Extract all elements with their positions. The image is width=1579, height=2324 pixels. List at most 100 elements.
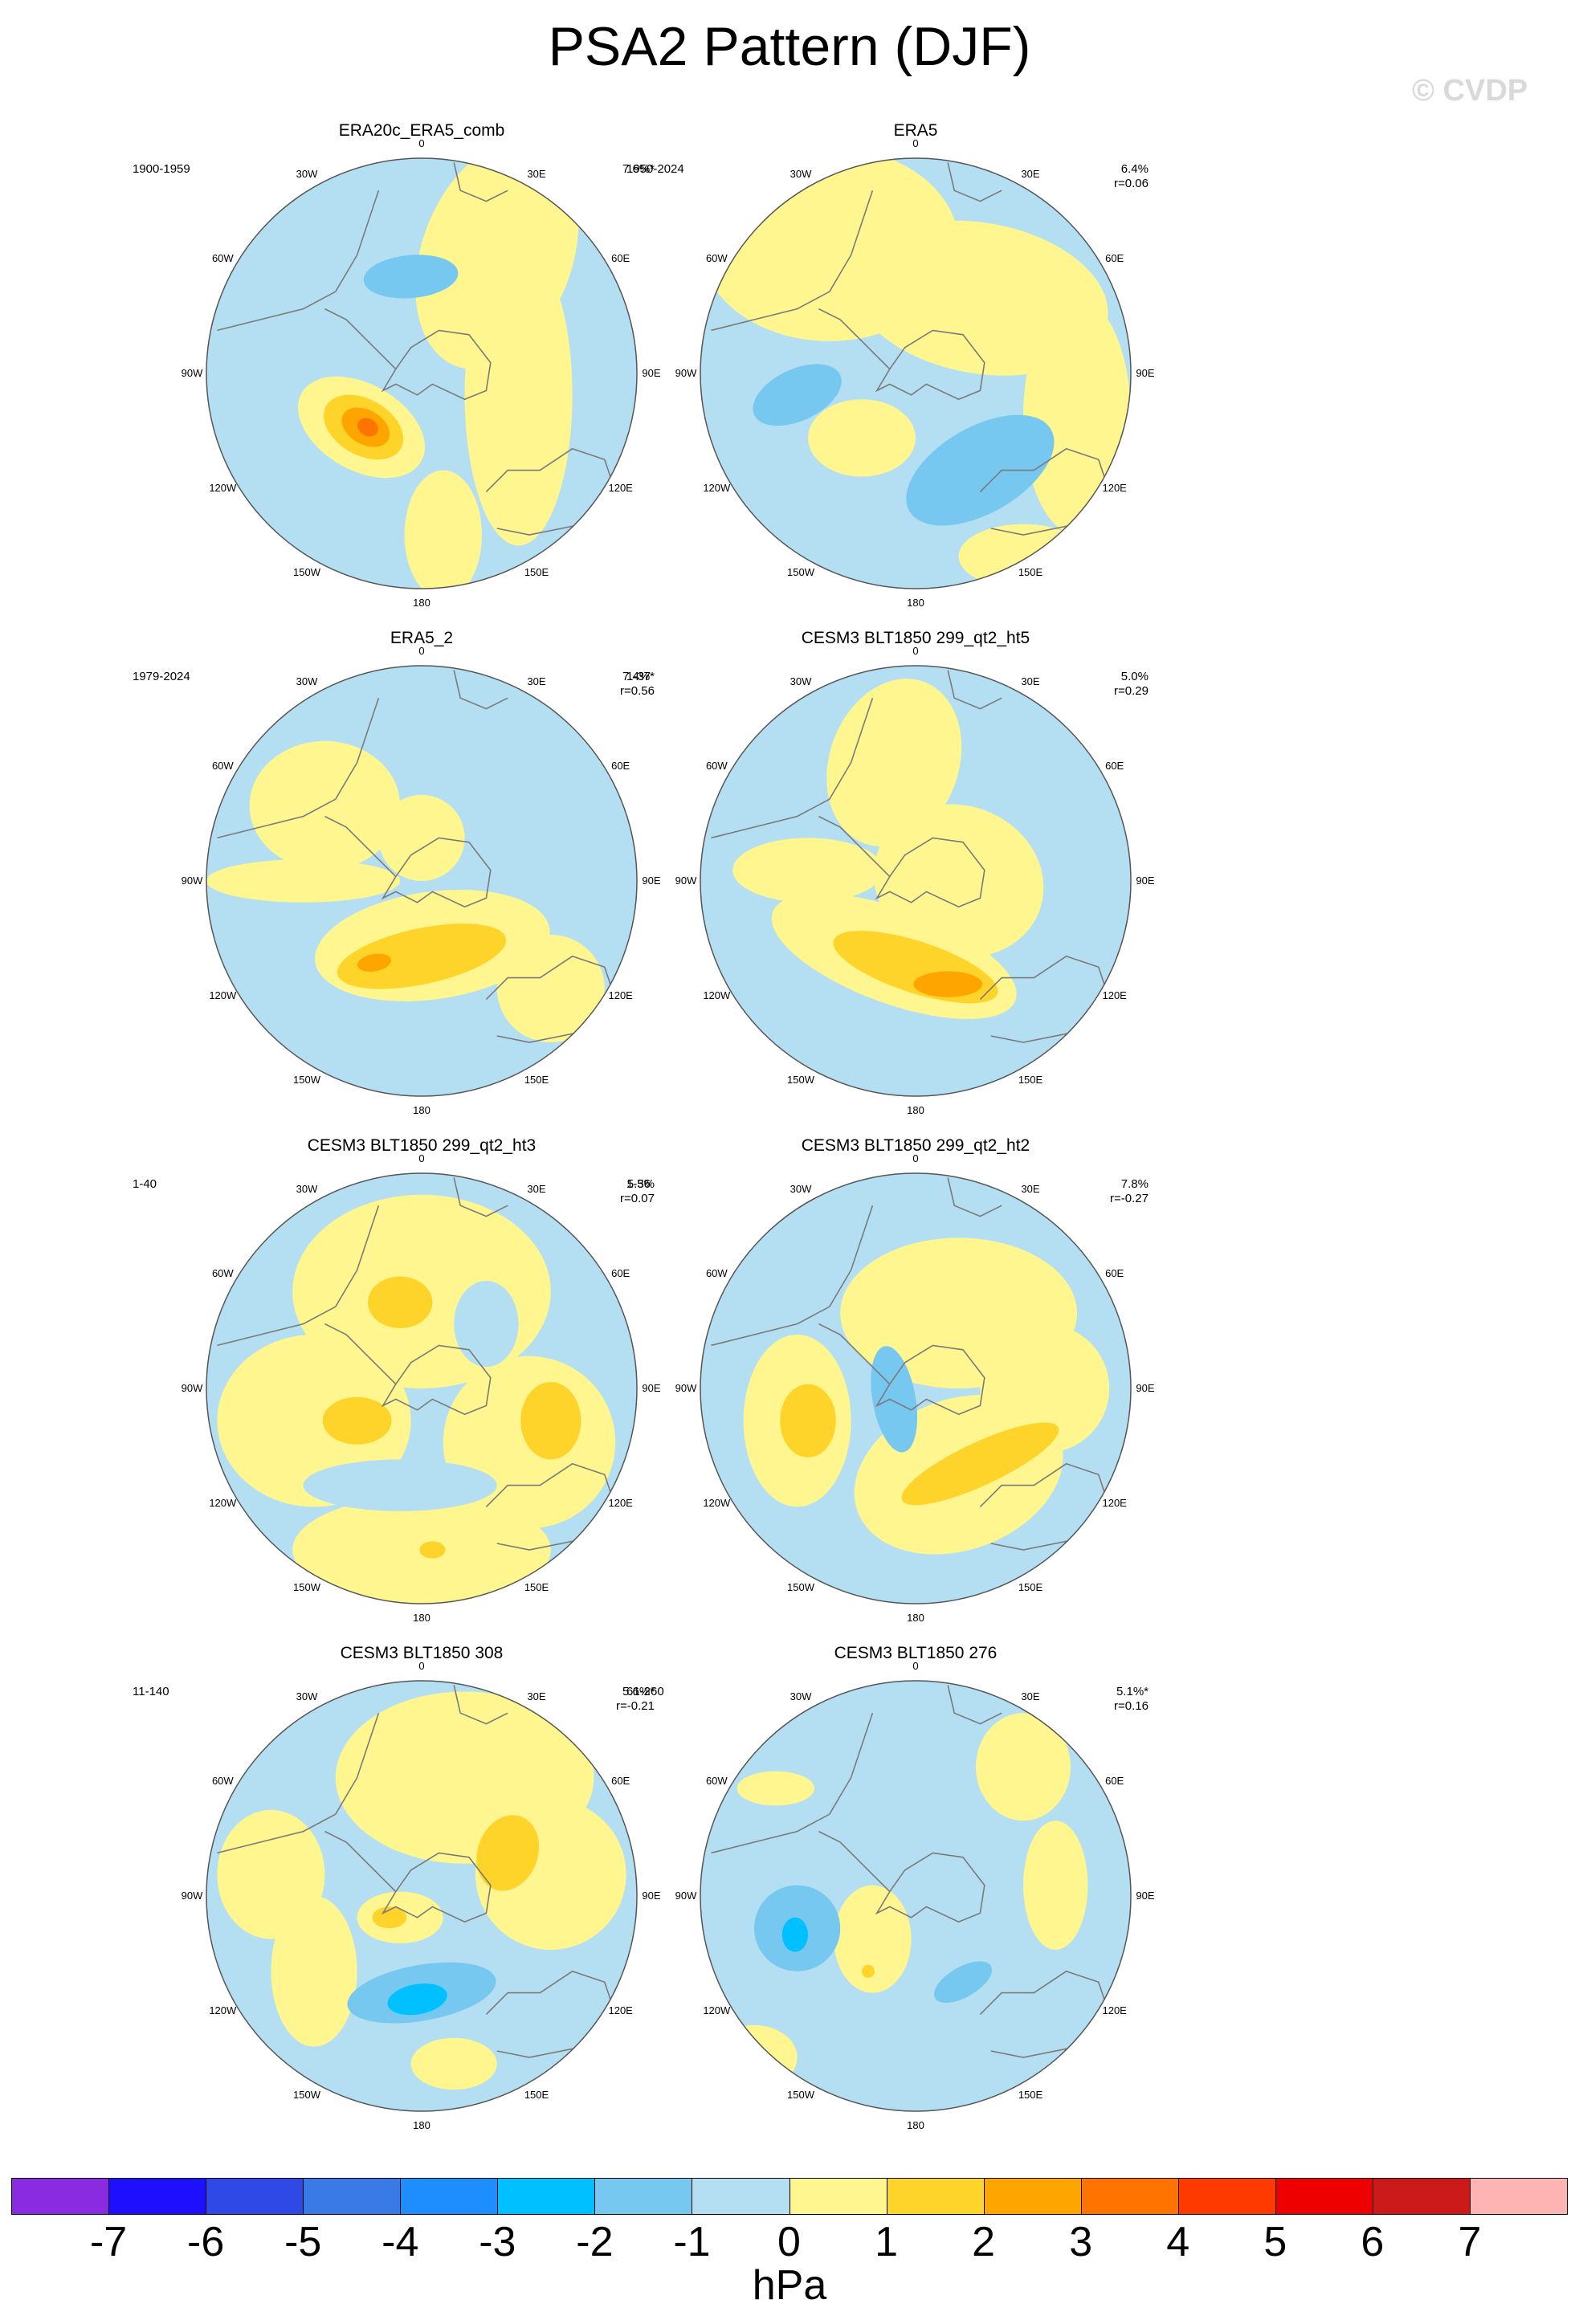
- panel-correlation: r=0.29: [1114, 684, 1149, 698]
- longitude-label: 30E: [527, 1183, 546, 1196]
- longitude-label: 60W: [705, 1267, 728, 1279]
- australia-outline: [485, 955, 617, 1043]
- contour-region: [322, 1396, 392, 1445]
- contour-region: [862, 1964, 875, 1978]
- colorbar-label: 2: [972, 2219, 996, 2265]
- contour-region: [1023, 1820, 1088, 1950]
- longitude-label: 90E: [642, 1382, 661, 1394]
- longitude-label: 60W: [211, 1775, 234, 1787]
- contour-region: [711, 2024, 798, 2090]
- colorbar-label: -6: [187, 2219, 225, 2265]
- contour-region: [404, 470, 482, 589]
- panel-title: CESM3 BLT1850 299_qt2_ht2: [801, 1136, 1030, 1155]
- colorbar-label: 1: [875, 2219, 899, 2265]
- panel-stats: 5.0% r=0.29: [1092, 670, 1149, 699]
- panel-title: ERA5: [893, 121, 938, 140]
- longitude-label: 150E: [524, 2088, 549, 2101]
- panel-years: 1-40: [133, 1177, 157, 1191]
- colorbar-box: [497, 2178, 596, 2215]
- contour-region: [826, 679, 962, 847]
- longitude-label: 0: [912, 1660, 919, 1672]
- map-rim: [206, 665, 638, 1097]
- south-america-outline: [711, 190, 874, 332]
- longitude-label: 150E: [1018, 565, 1043, 578]
- map-rim: [700, 665, 1132, 1097]
- map-panel: ERA5 1950-2024 6.4% r=0.06 0 30E 60E 90E 120E 150…: [594, 120, 1237, 618]
- polar-map: [700, 157, 1132, 589]
- contour-region: [454, 1281, 519, 1368]
- longitude-label: 90E: [1136, 1890, 1155, 1902]
- longitude-label: 90W: [675, 875, 697, 887]
- contour-region: [419, 1541, 446, 1559]
- colorbar-box: [789, 2178, 887, 2215]
- contour-region: [933, 1961, 993, 2004]
- polar-map: [700, 665, 1132, 1097]
- polar-map: [206, 665, 638, 1097]
- longitude-label: 0: [418, 645, 425, 657]
- longitude-label: 0: [418, 1660, 425, 1672]
- longitude-label: 150E: [1018, 1073, 1043, 1086]
- panel-title: CESM3 BLT1850 299_qt2_ht5: [801, 629, 1030, 647]
- longitude-label: 60E: [1105, 1775, 1124, 1787]
- contour-region: [496, 935, 605, 1042]
- longitude-label: 30E: [1021, 168, 1040, 181]
- panel-years: 1-36: [626, 1177, 651, 1191]
- south-america-outline: [217, 697, 380, 839]
- contour-region: [976, 1713, 1071, 1821]
- contour-region: [368, 1276, 433, 1328]
- longitude-label: 120W: [703, 989, 731, 1001]
- longitude-label: 0: [418, 137, 425, 149]
- longitude-label: 120W: [209, 482, 237, 494]
- longitude-label: 150E: [524, 565, 549, 578]
- panel-correlation: r=0.06: [1114, 177, 1149, 190]
- copyright-watermark: © CVDP: [1412, 74, 1528, 108]
- longitude-label: 120E: [608, 482, 633, 494]
- longitude-label: 150W: [787, 2088, 814, 2101]
- panel-title: ERA5_2: [390, 629, 454, 647]
- longitude-label: 30E: [527, 168, 546, 181]
- longitude-label: 90E: [1136, 1382, 1155, 1394]
- panel-years: 1-37: [626, 670, 651, 683]
- panel-years: 11-140: [133, 1685, 169, 1698]
- map-panel: CESM3 BLT1850 276 61-260 5.1%* r=0.16 0 30E 60…: [594, 1643, 1237, 2141]
- longitude-label: 120E: [1102, 989, 1127, 1001]
- longitude-label: 120E: [608, 989, 633, 1001]
- longitude-label: 180: [907, 2119, 924, 2131]
- colorbar-box: [1275, 2178, 1373, 2215]
- colorbar-label: -3: [479, 2219, 516, 2265]
- contour-region: [980, 1323, 1110, 1454]
- africa-outline: [947, 1177, 1002, 1217]
- panel-variance-pct: 7.6%*: [622, 162, 655, 176]
- contour-region: [520, 1382, 581, 1460]
- contour-region: [271, 1896, 357, 2047]
- panel-variance-pct: 6.4%: [1120, 162, 1149, 176]
- contour-region: [736, 1771, 814, 1806]
- colorbar-box: [1080, 2178, 1179, 2215]
- peninsula-outline: [324, 308, 397, 370]
- colorbar-units: hPa: [752, 2262, 827, 2309]
- longitude-label: 30W: [296, 168, 318, 181]
- longitude-label: 30W: [790, 168, 812, 181]
- panel-title: CESM3 BLT1850 308: [340, 1644, 504, 1662]
- contour-region: [1023, 298, 1131, 535]
- contour-region: [906, 414, 1055, 526]
- longitude-label: 90E: [642, 875, 661, 887]
- colorbar-label: 0: [777, 2219, 801, 2265]
- longitude-label: 90W: [181, 367, 203, 379]
- colorbar-box: [1372, 2178, 1471, 2215]
- contour-region: [357, 953, 392, 972]
- longitude-label: 120W: [703, 2004, 731, 2016]
- africa-outline: [453, 1685, 508, 1725]
- colorbar-box: [11, 2178, 110, 2215]
- colorbar-label: 5: [1263, 2219, 1287, 2265]
- contour-region: [206, 859, 401, 903]
- contour-region: [372, 1906, 407, 1929]
- map-rim: [700, 1172, 1132, 1604]
- longitude-label: 30E: [527, 675, 546, 688]
- polar-map: [206, 1680, 638, 2112]
- panel-years: 1950-2024: [626, 162, 684, 176]
- longitude-label: 150W: [787, 565, 814, 578]
- africa-outline: [453, 670, 508, 710]
- longitude-label: 60E: [1105, 252, 1124, 264]
- africa-outline: [947, 162, 1002, 202]
